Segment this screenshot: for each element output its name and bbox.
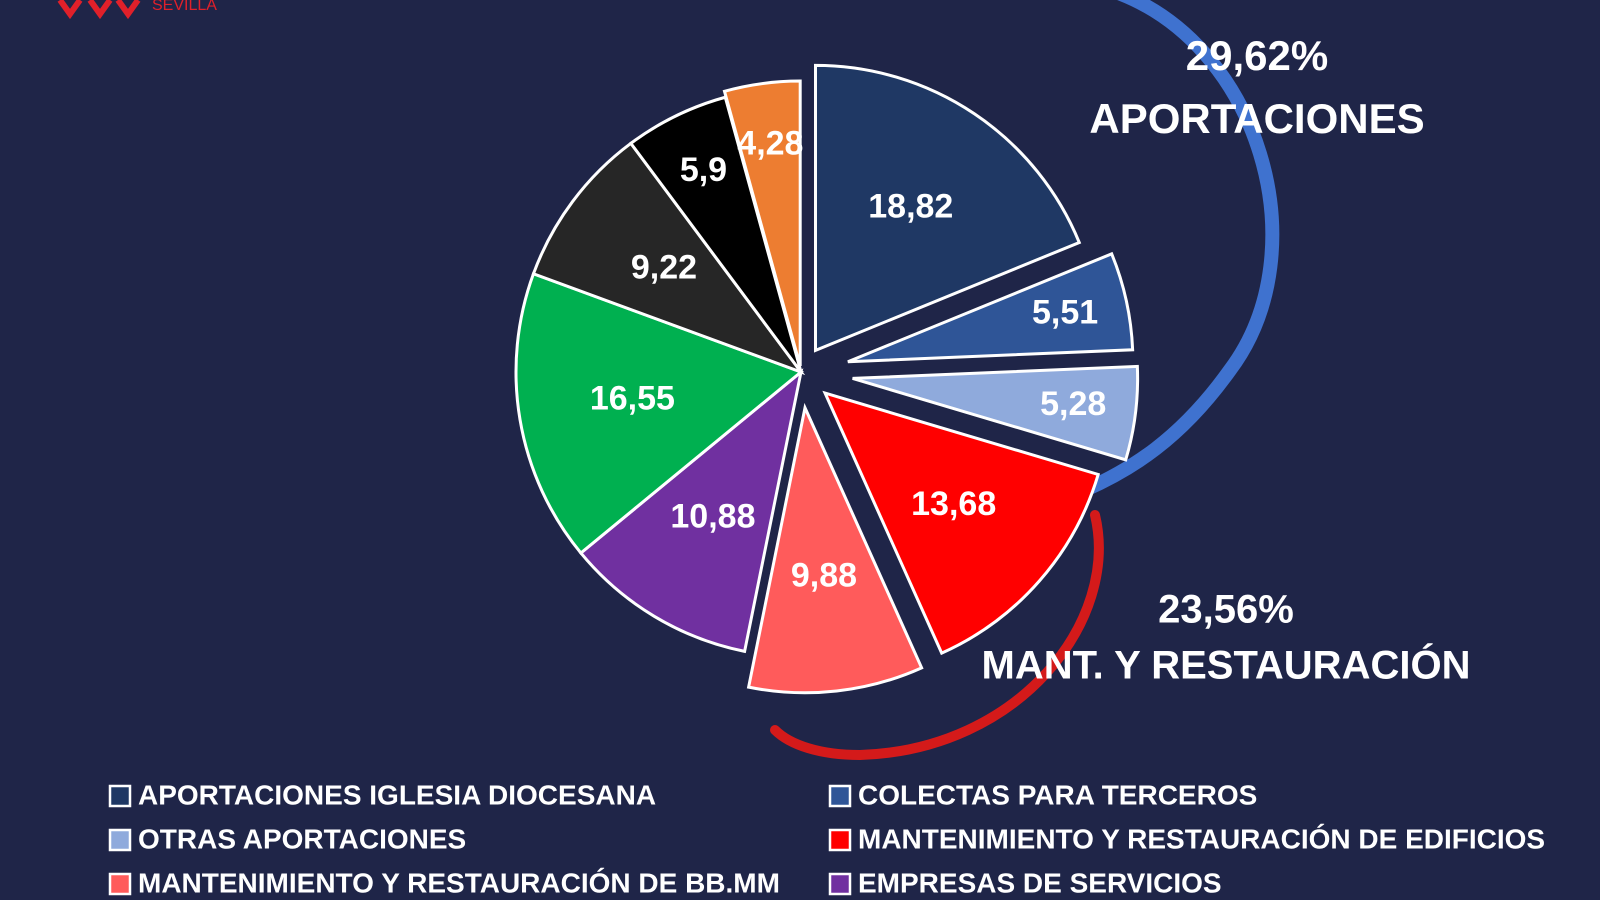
legend-swatch — [828, 828, 852, 852]
logo-mark — [57, 0, 141, 20]
legend-label: APORTACIONES IGLESIA DIOCESANA — [138, 779, 656, 810]
data-label: 9,22 — [631, 249, 697, 287]
annotation-value: 23,56% — [1158, 588, 1294, 632]
legend-swatch — [828, 872, 852, 896]
data-label: 4,28 — [737, 125, 803, 163]
legend-swatch — [828, 784, 852, 808]
pie-slice — [578, 368, 804, 654]
legend-label: EMPRESAS DE SERVICIOS — [858, 867, 1222, 898]
data-label: 5,9 — [680, 151, 727, 189]
data-label: 9,88 — [791, 557, 857, 595]
data-label: 18,82 — [868, 187, 953, 225]
group-arc — [1078, 0, 1280, 497]
legend-label: COLECTAS PARA TERCEROS — [858, 779, 1257, 810]
legend-label: MANTENIMIENTO Y RESTAURACIÓN DE BB.MM — [138, 867, 780, 898]
data-label: 16,55 — [590, 380, 675, 418]
data-label: 10,88 — [670, 498, 755, 536]
annotation-label: APORTACIONES — [1089, 95, 1424, 142]
legend-swatch — [108, 872, 132, 896]
pie-slice — [514, 271, 804, 556]
pie-slice — [722, 79, 802, 367]
pie-slice — [847, 251, 1135, 364]
legend-swatch — [108, 784, 132, 808]
pie-slice — [746, 402, 924, 695]
pie-slice — [531, 141, 806, 376]
pie-slice — [813, 63, 1082, 353]
data-label: 5,28 — [1040, 385, 1106, 423]
pie-slice — [852, 364, 1140, 462]
data-label: 5,51 — [1032, 293, 1098, 331]
group-arc — [770, 510, 1104, 761]
logo-text: SEVILLA — [152, 0, 217, 14]
legend-swatch — [108, 828, 132, 852]
legend-label: OTRAS APORTACIONES — [138, 823, 466, 854]
annotation-label: MANT. Y RESTAURACIÓN — [982, 642, 1471, 688]
pie-slice — [822, 390, 1101, 656]
data-label: 13,68 — [911, 485, 996, 523]
annotation-value: 29,62% — [1186, 32, 1328, 79]
legend-label: MANTENIMIENTO Y RESTAURACIÓN DE EDIFICIO… — [858, 823, 1545, 854]
